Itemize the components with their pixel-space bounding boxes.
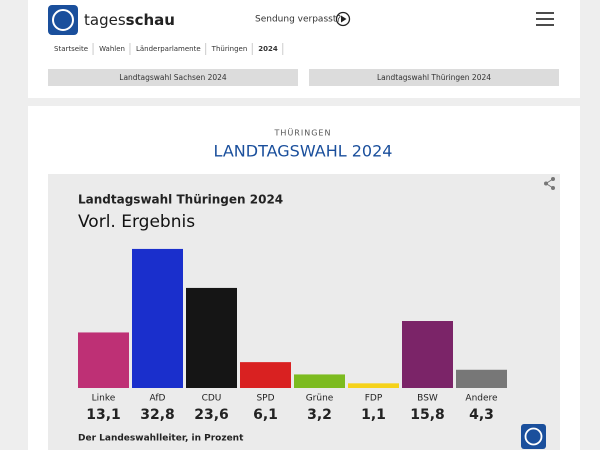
play-icon[interactable] — [335, 11, 351, 27]
value-label: 23,6 — [194, 407, 229, 423]
logo-text[interactable]: tagesschau — [84, 11, 175, 29]
category-label: Linke — [92, 394, 116, 404]
value-label: 13,1 — [86, 407, 121, 423]
chart-title: Landtagswahl Thüringen 2024 — [78, 193, 283, 207]
breadcrumbs: Startseite Wahlen Länderparlamente Thüringe… — [54, 43, 284, 55]
chart-subtitle: Vorl. Ergebnis — [78, 212, 195, 232]
category-label: CDU — [202, 394, 222, 404]
bar — [240, 362, 291, 388]
missed-link[interactable]: Sendung verpasst? — [255, 15, 341, 25]
breadcrumb[interactable]: Thüringen — [211, 45, 248, 53]
tab-label: Landtagswahl Thüringen 2024 — [377, 73, 491, 82]
share-icon[interactable] — [544, 177, 555, 190]
bar — [186, 287, 237, 388]
breadcrumb: 2024 — [258, 45, 278, 53]
value-label: 6,1 — [253, 407, 278, 423]
bar — [78, 332, 129, 388]
category-label: BSW — [417, 394, 438, 404]
category-label: Grüne — [306, 394, 334, 404]
logo-light: tages — [84, 11, 126, 29]
bar — [456, 369, 507, 388]
section-title: LANDTAGSWAHL 2024 — [214, 142, 393, 161]
category-label: Andere — [465, 394, 498, 404]
breadcrumb[interactable]: Länderparlamente — [136, 45, 201, 53]
menu-icon[interactable] — [536, 12, 554, 26]
bar — [294, 374, 345, 388]
play-triangle — [341, 15, 347, 23]
logo-bold: schau — [126, 11, 175, 29]
breadcrumb[interactable]: Startseite — [54, 45, 88, 53]
tab-label: Landtagswahl Sachsen 2024 — [119, 73, 227, 82]
category-label: FDP — [365, 394, 383, 404]
logo-ring — [52, 9, 74, 31]
tab[interactable] — [309, 69, 559, 86]
tab[interactable] — [48, 69, 298, 86]
category-label: AfD — [150, 394, 166, 404]
bar — [348, 383, 399, 388]
bar — [132, 248, 183, 388]
breadcrumb[interactable]: Wahlen — [99, 45, 125, 53]
value-label: 3,2 — [307, 407, 332, 423]
value-label: 1,1 — [361, 407, 386, 423]
value-label: 32,8 — [140, 407, 175, 423]
chart-source: Der Landeswahlleiter, in Prozent — [78, 434, 244, 444]
bar — [402, 321, 453, 388]
chart-logo-ring — [524, 427, 543, 446]
category-label: SPD — [256, 394, 274, 404]
tabs: Landtagswahl Sachsen 2024 Landtagswahl Th… — [48, 69, 559, 86]
plot: Linke 13,1 AfD 32,8 CDU 23,6 SPD 6,1 Grüne 3,2 FDP… — [78, 248, 507, 423]
value-label: 15,8 — [410, 407, 445, 423]
value-label: 4,3 — [469, 407, 494, 423]
kicker: THÜRINGEN — [274, 128, 332, 138]
